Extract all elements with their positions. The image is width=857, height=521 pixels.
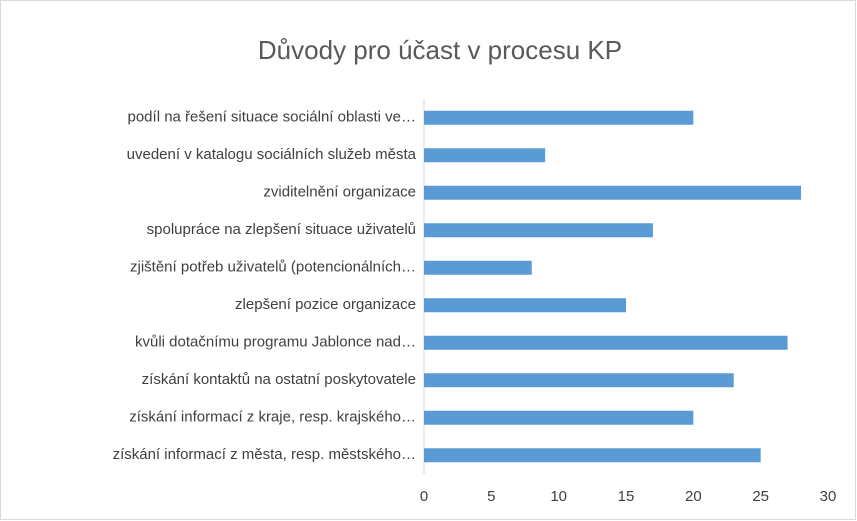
x-tick-label: 15 [618, 488, 635, 505]
x-tick-label: 20 [685, 488, 702, 505]
y-tick-label: zlepšení pozice organizace [235, 296, 416, 313]
bar [424, 110, 694, 125]
x-tick-label: 30 [820, 488, 837, 505]
y-tick-label: zviditelnění organizace [263, 184, 416, 201]
y-tick-label: zjištění potřeb uživatelů (potencionální… [130, 259, 416, 276]
bar [424, 148, 546, 163]
x-tick-label: 25 [752, 488, 769, 505]
x-tick-label: 5 [487, 488, 495, 505]
y-tick-label: uvedení v katalogu sociálních služeb měs… [127, 146, 417, 163]
bar [424, 335, 788, 350]
chart-title: Důvody pro účast v procesu KP [258, 35, 622, 65]
x-tick-label: 10 [550, 488, 567, 505]
y-tick-label: kvůli dotačnímu programu Jablonce nad… [135, 334, 416, 351]
bar [424, 185, 802, 200]
y-tick-label: získání informací z města, resp. městské… [113, 446, 416, 463]
bar [424, 410, 694, 425]
bar [424, 260, 532, 275]
y-tick-label: podíl na řešení situace sociální oblasti… [128, 109, 417, 126]
bar [424, 223, 653, 238]
bar [424, 298, 626, 313]
y-tick-label: získání kontaktů na ostatní poskytovatel… [142, 371, 416, 388]
x-tick-label: 0 [420, 488, 428, 505]
y-tick-label: získání informací z kraje, resp. krajské… [129, 409, 416, 426]
y-tick-label: spolupráce na zlepšení situace uživatelů [147, 221, 416, 238]
bar [424, 373, 734, 388]
bar [424, 448, 761, 463]
